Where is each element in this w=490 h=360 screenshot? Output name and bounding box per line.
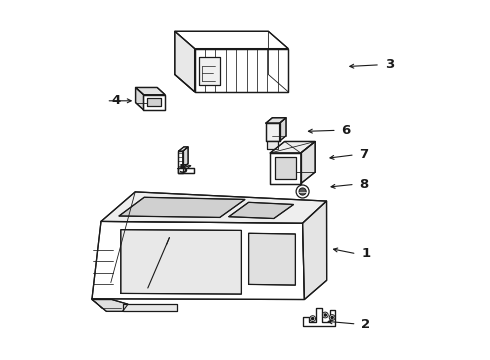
Circle shape [296,185,309,198]
Polygon shape [92,300,128,311]
Text: 7: 7 [360,148,368,161]
Polygon shape [183,147,188,168]
Circle shape [299,188,306,195]
Polygon shape [175,31,195,92]
Polygon shape [136,87,144,110]
Polygon shape [178,168,194,173]
Polygon shape [144,95,165,110]
Text: 3: 3 [385,58,394,71]
Text: 8: 8 [360,178,369,191]
Polygon shape [268,141,278,149]
Polygon shape [178,147,188,151]
Text: 6: 6 [342,124,351,137]
Polygon shape [266,118,286,123]
Polygon shape [266,123,280,141]
Polygon shape [122,304,176,311]
Polygon shape [199,57,220,85]
Text: 1: 1 [361,247,370,260]
Circle shape [324,314,326,316]
Polygon shape [195,49,288,92]
Polygon shape [147,98,162,106]
Circle shape [312,318,314,320]
Circle shape [310,316,316,321]
Polygon shape [301,141,315,184]
Circle shape [329,315,335,320]
Polygon shape [229,202,294,219]
Polygon shape [178,151,183,173]
Polygon shape [121,230,242,294]
Circle shape [331,316,333,319]
Polygon shape [175,31,288,49]
Polygon shape [92,221,304,300]
Polygon shape [101,192,326,223]
Polygon shape [136,87,165,95]
Polygon shape [270,153,301,184]
Polygon shape [274,157,296,179]
Polygon shape [248,233,295,285]
Polygon shape [119,197,245,217]
Polygon shape [280,118,286,141]
Circle shape [322,312,328,318]
Polygon shape [270,141,315,153]
Polygon shape [303,308,335,326]
Text: 5: 5 [179,163,189,176]
Text: 2: 2 [361,318,370,330]
Polygon shape [303,201,327,300]
Text: 4: 4 [111,94,121,107]
